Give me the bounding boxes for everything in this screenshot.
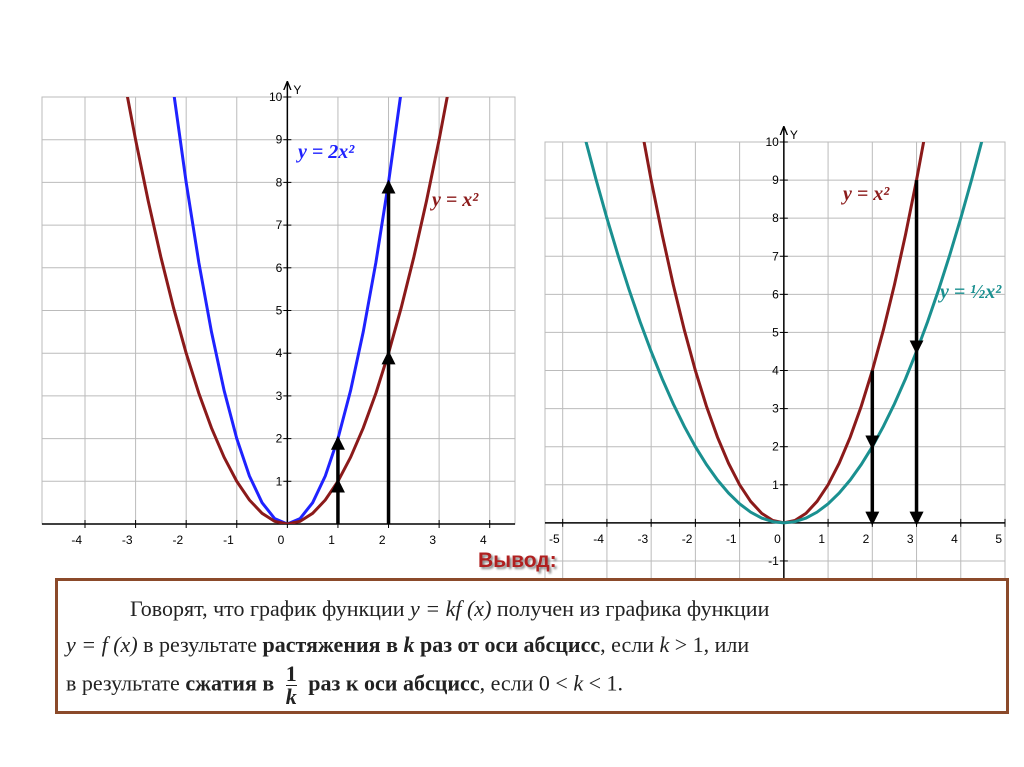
y-tick-label: 8: [772, 211, 779, 225]
text-segment: в результате: [137, 632, 263, 657]
text-line: Говорят, что график функции y = kf (x) п…: [66, 591, 998, 627]
text-segment: k: [659, 632, 670, 657]
text-segment: < 1.: [583, 670, 624, 696]
y-tick-label: 10: [269, 90, 283, 104]
y-tick-label: 2: [772, 440, 779, 454]
curve: [172, 97, 402, 524]
denominator: k: [285, 684, 297, 709]
y-tick-label: 1: [276, 474, 283, 488]
curve-label: y = x²: [430, 189, 479, 211]
y-tick-label: 7: [772, 249, 779, 263]
x-tick-label: -3: [637, 532, 648, 546]
text-segment: > 1, или: [669, 632, 750, 657]
text-segment: , если: [600, 632, 660, 657]
text-segment: раз от оси абсцисс: [414, 632, 601, 657]
text-segment: сжатия в: [185, 670, 280, 696]
x-tick-label: 4: [951, 532, 958, 546]
y-tick-label: 6: [772, 287, 779, 301]
y-tick-label: 8: [276, 175, 283, 189]
x-tick-label: -4: [71, 533, 82, 547]
y-tick-label: 9: [276, 133, 283, 147]
x-tick-label: 0: [774, 532, 781, 546]
y-axis-label: Y: [790, 128, 798, 142]
x-tick-label: 3: [429, 533, 436, 547]
y-tick-label: 10: [765, 135, 779, 149]
y-tick-label: 7: [276, 218, 283, 232]
y-tick-label: 5: [772, 325, 779, 339]
text-segment: , если 0 <: [479, 670, 574, 696]
conclusion-heading: Вывод:: [478, 549, 557, 572]
y-tick-label: -1: [768, 554, 779, 568]
numerator: 1: [285, 661, 297, 686]
plot-area: [544, 141, 1006, 581]
x-tick-label: -2: [173, 533, 184, 547]
x-tick-label: 5: [995, 532, 1002, 546]
y-tick-label: 3: [772, 402, 779, 416]
y-tick-label: 3: [276, 389, 283, 403]
x-tick-label: 0: [278, 533, 285, 547]
x-tick-label: 1: [818, 532, 825, 546]
text-segment: k: [403, 632, 415, 657]
text-segment: k: [573, 670, 584, 696]
x-tick-label: -3: [122, 533, 133, 547]
text-segment: y = kf (x): [409, 596, 492, 621]
curve-label: y = 2x²: [296, 141, 355, 163]
curve-label: y = x²: [841, 183, 890, 205]
x-tick-label: -1: [223, 533, 234, 547]
y-tick-label: 5: [276, 304, 283, 318]
y-tick-label: 6: [276, 261, 283, 275]
y-axis-label: Y: [293, 83, 301, 97]
x-tick-label: -5: [549, 532, 560, 546]
text-segment: растяжения в: [262, 632, 404, 657]
curve-label: y = ½x²: [938, 281, 1002, 303]
text-line: y = f (x) в результате растяжения в k ра…: [66, 627, 998, 663]
x-tick-label: -2: [682, 532, 693, 546]
y-tick-label: 2: [276, 432, 283, 446]
conclusion-box: Говорят, что график функции y = kf (x) п…: [55, 578, 1009, 714]
text-segment: получен из графика функции: [491, 596, 770, 621]
y-tick-label: 4: [772, 364, 779, 378]
x-tick-label: 3: [907, 532, 914, 546]
x-tick-label: -4: [593, 532, 604, 546]
y-tick-label: 1: [772, 478, 779, 492]
text-segment: y = f (x): [66, 632, 138, 657]
curve: [125, 97, 449, 524]
y-tick-label: 9: [772, 173, 779, 187]
x-tick-label: 4: [480, 533, 487, 547]
y-tick-label: 4: [276, 346, 283, 360]
x-tick-label: 2: [863, 532, 870, 546]
x-tick-label: 1: [328, 533, 335, 547]
text-segment: Говорят, что график функции: [130, 596, 410, 621]
text-segment: раз к оси абсцисс: [302, 670, 480, 696]
x-tick-label: 2: [379, 533, 386, 547]
x-tick-label: -1: [726, 532, 737, 546]
text-segment: в результате: [66, 670, 186, 696]
